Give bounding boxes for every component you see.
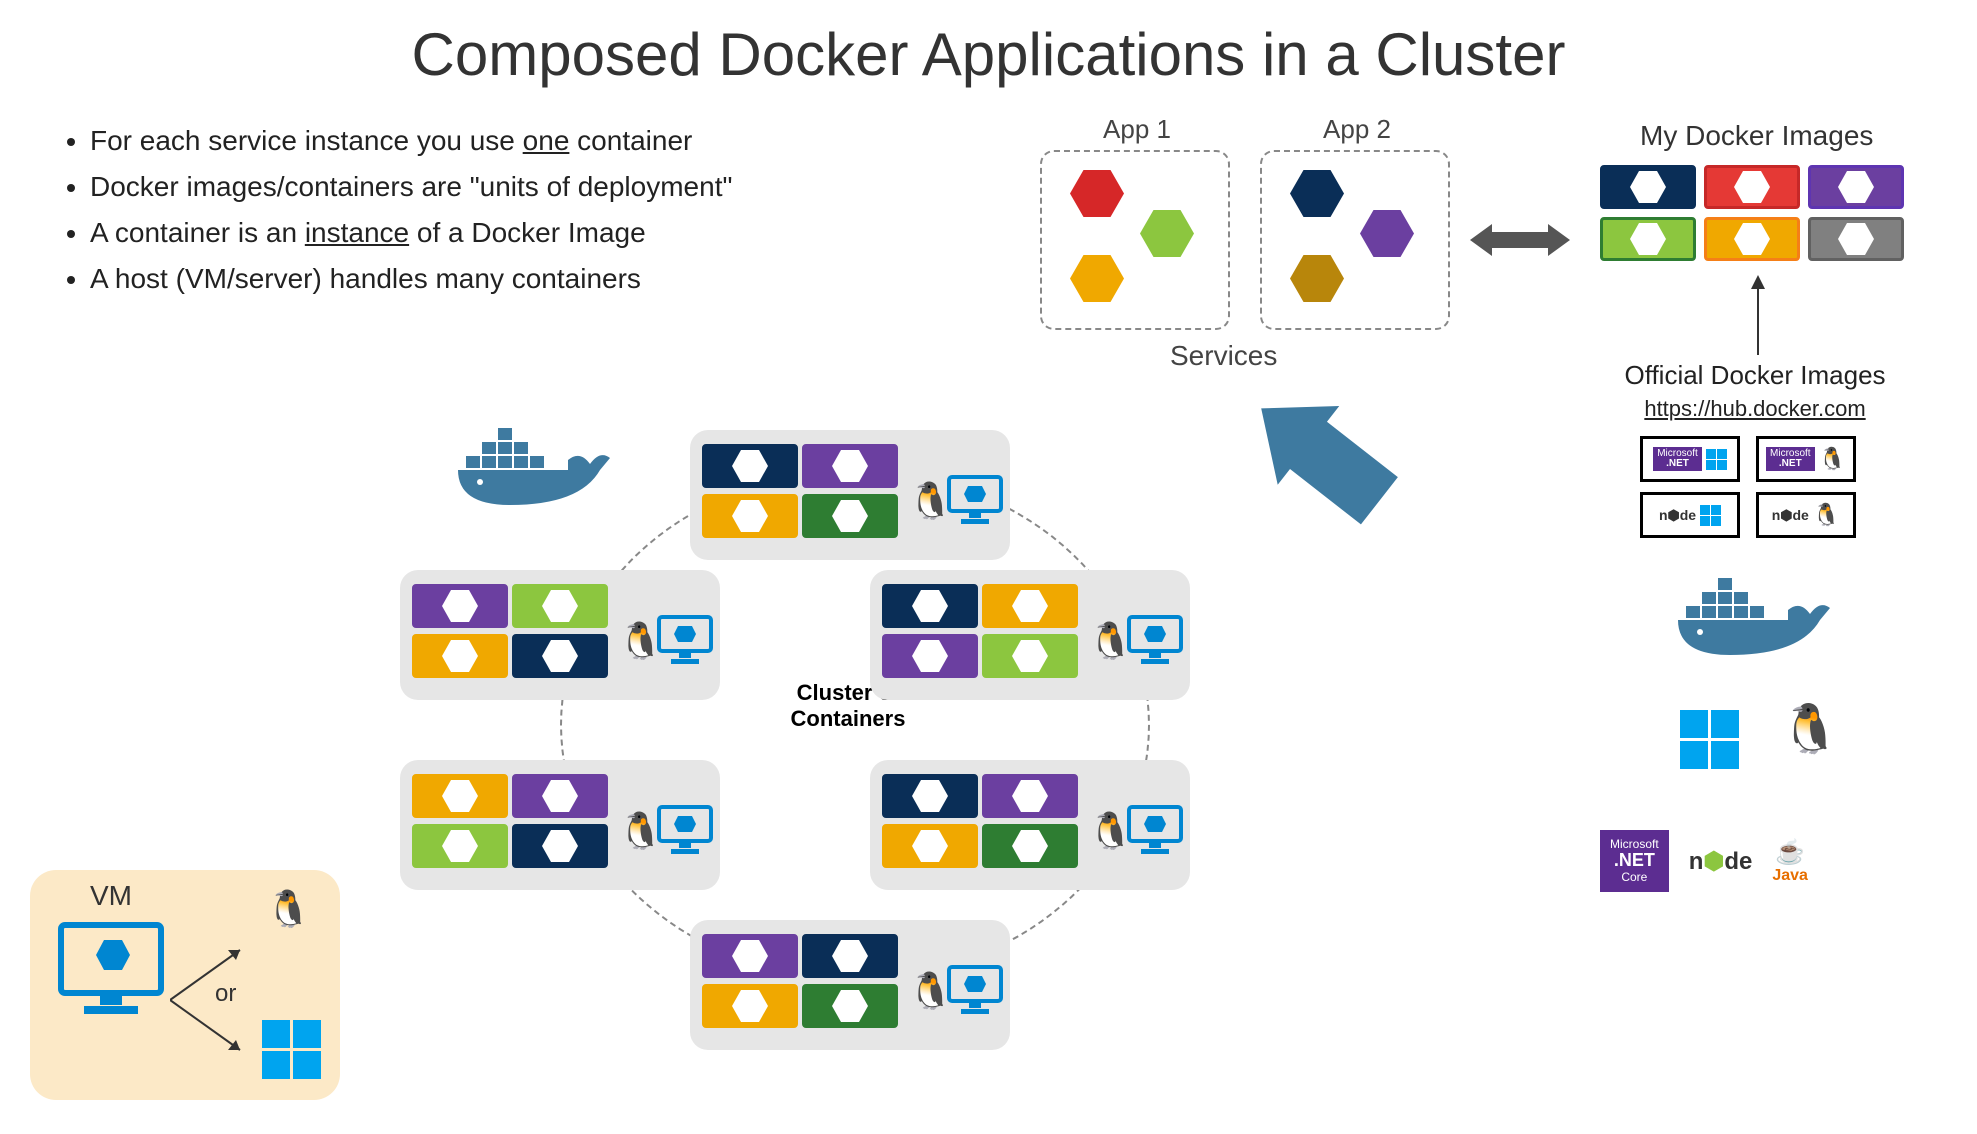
bidir-arrow-icon xyxy=(1470,220,1570,260)
docker-image-container xyxy=(1600,165,1696,209)
tech-logos: Microsoft.NETCore n⬢de ☕ Java xyxy=(1600,830,1808,892)
host-container xyxy=(512,634,608,678)
my-images-title: My Docker Images xyxy=(1640,120,1873,152)
official-images-title: Official Docker Images xyxy=(1590,360,1920,391)
docker-whale-icon-2 xyxy=(1670,560,1840,670)
bullet-item: For each service instance you use one co… xyxy=(90,120,732,162)
service-hexagon xyxy=(1290,170,1344,217)
cluster-host: 🐧 xyxy=(690,920,1010,1050)
service-hexagon xyxy=(1140,210,1194,257)
hub-link[interactable]: https://hub.docker.com xyxy=(1590,396,1920,422)
host-container xyxy=(982,824,1078,868)
service-hexagon xyxy=(1070,255,1124,302)
bullet-item: A host (VM/server) handles many containe… xyxy=(90,258,732,300)
or-label: or xyxy=(215,980,236,1008)
linux-penguin-icon: 🐧 xyxy=(266,888,311,930)
page-title: Composed Docker Applications in a Cluste… xyxy=(0,0,1977,89)
cluster-host: 🐧 xyxy=(400,760,720,890)
host-container xyxy=(802,984,898,1028)
big-arrow-icon xyxy=(1230,380,1450,560)
host-container xyxy=(802,934,898,978)
host-container xyxy=(512,774,608,818)
host-container xyxy=(702,934,798,978)
official-image-badge: n⬢de🐧 xyxy=(1756,492,1856,538)
official-image-badge: Microsoft.NET xyxy=(1640,436,1740,482)
host-container xyxy=(982,774,1078,818)
host-monitor-icon xyxy=(946,474,1004,526)
cluster-host: 🐧 xyxy=(690,430,1010,560)
docker-image-container xyxy=(1704,217,1800,261)
vm-monitor-icon xyxy=(56,920,166,1020)
netcore-logo: Microsoft.NETCore xyxy=(1600,830,1669,892)
service-hexagon xyxy=(1290,255,1344,302)
docker-whale-icon xyxy=(450,410,620,520)
services-label: Services xyxy=(1170,340,1277,372)
docker-image-container xyxy=(1600,217,1696,261)
docker-image-container xyxy=(1808,165,1904,209)
service-hexagon xyxy=(1360,210,1414,257)
host-monitor-icon xyxy=(1126,614,1184,666)
app1-box: App 1 xyxy=(1040,150,1230,330)
host-container xyxy=(412,774,508,818)
vm-label: VM xyxy=(90,880,132,912)
host-container xyxy=(882,824,978,868)
official-image-badge: n⬢de xyxy=(1640,492,1740,538)
docker-image-container xyxy=(1704,165,1800,209)
cluster-host: 🐧 xyxy=(400,570,720,700)
host-container xyxy=(982,634,1078,678)
host-container xyxy=(412,634,508,678)
host-container xyxy=(512,824,608,868)
docker-image-container xyxy=(1808,217,1904,261)
host-container xyxy=(702,494,798,538)
host-container xyxy=(882,634,978,678)
host-container xyxy=(982,584,1078,628)
service-hexagon xyxy=(1070,170,1124,217)
node-logo: n⬢de xyxy=(1689,847,1753,876)
host-container xyxy=(702,444,798,488)
host-monitor-icon xyxy=(656,804,714,856)
up-arrow-icon xyxy=(1748,275,1768,355)
windows-logo-icon xyxy=(262,1020,321,1079)
cluster-host: 🐧 xyxy=(870,570,1190,700)
bullet-item: A container is an instance of a Docker I… xyxy=(90,212,732,254)
linux-penguin-icon-2: 🐧 xyxy=(1780,700,1840,757)
bullet-item: Docker images/containers are "units of d… xyxy=(90,166,732,208)
app2-box: App 2 xyxy=(1260,150,1450,330)
host-container xyxy=(412,824,508,868)
host-monitor-icon xyxy=(946,964,1004,1016)
host-container xyxy=(882,774,978,818)
app1-label: App 1 xyxy=(1042,114,1232,145)
bullet-list: For each service instance you use one co… xyxy=(60,120,732,304)
host-container xyxy=(882,584,978,628)
host-monitor-icon xyxy=(1126,804,1184,856)
host-container xyxy=(412,584,508,628)
host-container xyxy=(702,984,798,1028)
host-container xyxy=(512,584,608,628)
host-container xyxy=(802,494,898,538)
app2-label: App 2 xyxy=(1262,114,1452,145)
vm-box: VM or 🐧 xyxy=(30,870,340,1100)
official-image-badge: Microsoft.NET🐧 xyxy=(1756,436,1856,482)
host-container xyxy=(802,444,898,488)
java-logo: ☕ Java xyxy=(1772,838,1808,885)
windows-logo-icon-2 xyxy=(1680,710,1739,769)
cluster-host: 🐧 xyxy=(870,760,1190,890)
host-monitor-icon xyxy=(656,614,714,666)
